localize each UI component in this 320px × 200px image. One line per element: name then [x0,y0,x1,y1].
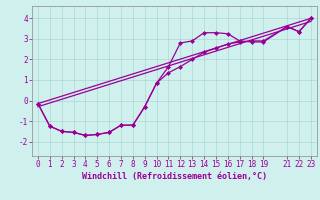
X-axis label: Windchill (Refroidissement éolien,°C): Windchill (Refroidissement éolien,°C) [82,172,267,181]
